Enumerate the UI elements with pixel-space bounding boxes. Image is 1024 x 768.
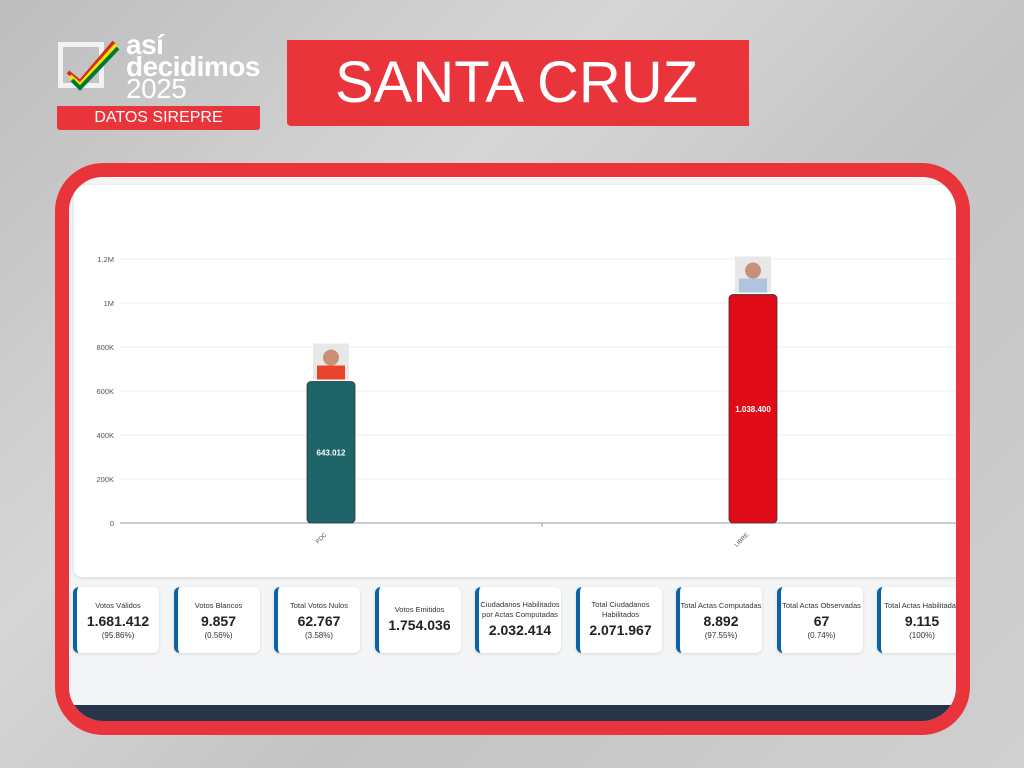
candidate-shirt-icon (739, 278, 767, 293)
stat-card: Votos Válidos 1.681.412 (95.86%) (73, 587, 159, 653)
stat-label: Ciudadanos Habilitados por Actas Computa… (480, 600, 560, 619)
stat-value: 2.032.414 (488, 622, 552, 638)
y-tick-label: 600K (96, 387, 114, 396)
stat-label: Total Actas Computadas (680, 600, 762, 610)
logo-text: decidimos (126, 51, 260, 82)
stat-percent: (3.58%) (304, 630, 333, 640)
y-tick-label: 1M (104, 299, 114, 308)
stat-value: 9.115 (904, 612, 940, 629)
stat-percent: (0.56%) (204, 630, 233, 640)
stat-value: 62.767 (297, 612, 341, 629)
y-tick-label: 1.2M (97, 255, 114, 264)
stat-label: Total Actas Habilitadas (884, 600, 960, 610)
results-frame: 0 200K 400K 600K 800K 1M 1.2M 643.012 PDC 1.038.4… (55, 163, 970, 735)
stat-card: Total Actas Computadas 8.892 (97.55%) (676, 587, 762, 653)
stat-percent: (100%) (909, 630, 935, 640)
stat-label: Votos Blancos (194, 600, 243, 610)
bar-pdc[interactable] (306, 381, 356, 524)
stat-percent: (95.86%) (101, 630, 135, 640)
bar-chart: 0 200K 400K 600K 800K 1M 1.2M 643.012 PDC 1.038.4… (96, 255, 956, 549)
stat-value: 67 (813, 612, 830, 629)
stat-label: Total Votos Nulos (290, 600, 348, 610)
bar-libre[interactable] (728, 294, 778, 524)
logo-year: 2025 (126, 73, 187, 104)
page-title: SANTA CRUZ (287, 40, 749, 126)
stat-card: Total Actas Habilitadas 9.115 (100%) (877, 587, 960, 653)
x-tick-label: PDC (315, 532, 329, 546)
chart-card: 0 200K 400K 600K 800K 1M 1.2M 643.012 PDC 1.038.4… (74, 185, 956, 577)
stat-percent: (0.74%) (807, 630, 836, 640)
stat-card: Total Ciudadanos Habilitados 2.071.967 (575, 587, 662, 653)
stat-value: 9.857 (200, 612, 237, 629)
footer-bar (69, 705, 956, 721)
y-tick-label: 800K (96, 343, 114, 352)
check-icon (66, 40, 120, 91)
source-tag: DATOS SIREPRE (57, 106, 260, 130)
candidate-face-icon (323, 349, 339, 366)
stat-card: Total Actas Observadas 67 (0.74%) (776, 587, 863, 653)
stat-label: Votos Válidos (95, 600, 141, 610)
stat-card: Votos Emitidos 1.754.036 (374, 587, 461, 653)
y-tick-label: 200K (96, 475, 114, 484)
stat-label: Total Actas Observadas (782, 600, 861, 610)
stat-card: Votos Blancos 9.857 (0.56%) (173, 587, 260, 653)
stat-label: Votos Emitidos (394, 605, 445, 614)
candidate-face-icon (745, 262, 761, 279)
candidate-shirt-icon (317, 365, 345, 380)
bar-value-label: 643.012 (317, 448, 346, 457)
stat-percent: (97.55%) (704, 630, 738, 640)
stat-label: Total Ciudadanos Habilitados (591, 600, 650, 619)
y-tick-label: 400K (96, 431, 114, 440)
stat-value: 1.681.412 (86, 612, 150, 629)
stat-value: 2.071.967 (589, 622, 652, 638)
stat-card: Total Votos Nulos 62.767 (3.58%) (274, 587, 360, 653)
logo-text: así (126, 29, 164, 60)
stat-value: 8.892 (703, 612, 739, 629)
logo: así decidimos 2025 (56, 29, 266, 134)
stat-value: 1.754.036 (388, 617, 451, 633)
stats-row: Votos Válidos 1.681.412 (95.86%) Votos Blan… (73, 587, 960, 657)
bar-value-label: 1.038.400 (735, 405, 771, 414)
y-tick-label: 0 (110, 519, 114, 528)
x-tick-label: LIBRE (734, 532, 751, 549)
stat-card: Ciudadanos Habilitados por Actas Computa… (475, 587, 561, 653)
